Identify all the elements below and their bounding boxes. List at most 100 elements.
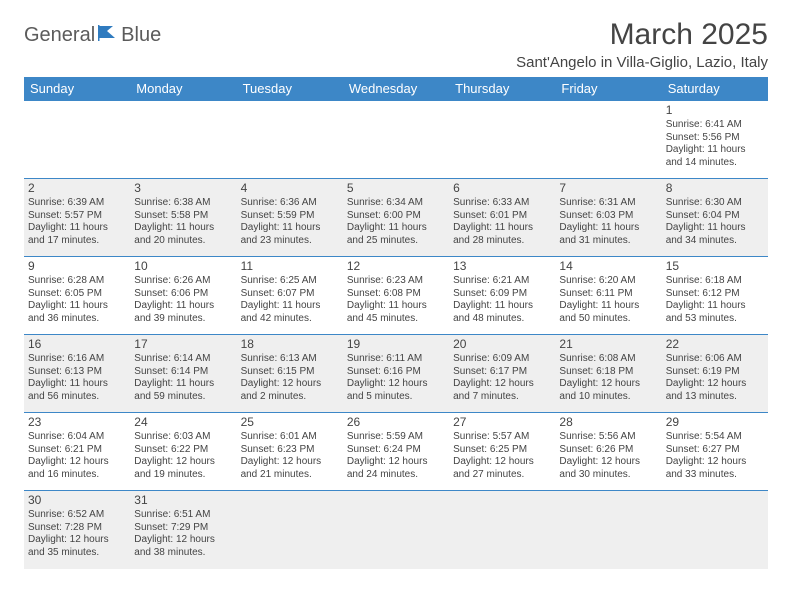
daylight-text: Daylight: 11 hours and 28 minutes.	[453, 222, 551, 247]
sunrise-text: Sunrise: 5:54 AM	[666, 431, 764, 444]
day-header: Sunday	[24, 77, 130, 101]
sunset-text: Sunset: 6:18 PM	[559, 366, 657, 379]
sunset-text: Sunset: 7:28 PM	[28, 522, 126, 535]
sunrise-text: Sunrise: 6:11 AM	[347, 353, 445, 366]
sunset-text: Sunset: 5:58 PM	[134, 210, 232, 223]
calendar-cell: 7Sunrise: 6:31 AMSunset: 6:03 PMDaylight…	[555, 179, 661, 257]
sunset-text: Sunset: 6:11 PM	[559, 288, 657, 301]
sunset-text: Sunset: 6:00 PM	[347, 210, 445, 223]
calendar-cell	[555, 101, 661, 179]
day-number: 25	[241, 415, 339, 430]
calendar-cell: 6Sunrise: 6:33 AMSunset: 6:01 PMDaylight…	[449, 179, 555, 257]
sunrise-text: Sunrise: 6:13 AM	[241, 353, 339, 366]
daylight-text: Daylight: 11 hours and 39 minutes.	[134, 300, 232, 325]
daylight-text: Daylight: 11 hours and 17 minutes.	[28, 222, 126, 247]
day-number: 15	[666, 259, 764, 274]
day-number: 24	[134, 415, 232, 430]
daylight-text: Daylight: 12 hours and 19 minutes.	[134, 456, 232, 481]
day-number: 3	[134, 181, 232, 196]
title-block: March 2025 Sant'Angelo in Villa-Giglio, …	[516, 18, 768, 71]
day-header: Thursday	[449, 77, 555, 101]
sunset-text: Sunset: 6:14 PM	[134, 366, 232, 379]
calendar-week-row: 16Sunrise: 6:16 AMSunset: 6:13 PMDayligh…	[24, 335, 768, 413]
sunrise-text: Sunrise: 6:14 AM	[134, 353, 232, 366]
daylight-text: Daylight: 11 hours and 50 minutes.	[559, 300, 657, 325]
sunrise-text: Sunrise: 6:26 AM	[134, 275, 232, 288]
day-number: 6	[453, 181, 551, 196]
day-number: 22	[666, 337, 764, 352]
sunset-text: Sunset: 5:59 PM	[241, 210, 339, 223]
sunset-text: Sunset: 6:21 PM	[28, 444, 126, 457]
daylight-text: Daylight: 12 hours and 35 minutes.	[28, 534, 126, 559]
sunset-text: Sunset: 6:09 PM	[453, 288, 551, 301]
day-number: 7	[559, 181, 657, 196]
day-number: 19	[347, 337, 445, 352]
sunset-text: Sunset: 6:23 PM	[241, 444, 339, 457]
calendar-cell: 4Sunrise: 6:36 AMSunset: 5:59 PMDaylight…	[237, 179, 343, 257]
calendar-cell: 1Sunrise: 6:41 AMSunset: 5:56 PMDaylight…	[662, 101, 768, 179]
calendar-cell	[343, 491, 449, 569]
calendar-cell: 17Sunrise: 6:14 AMSunset: 6:14 PMDayligh…	[130, 335, 236, 413]
calendar-cell: 28Sunrise: 5:56 AMSunset: 6:26 PMDayligh…	[555, 413, 661, 491]
calendar-cell: 26Sunrise: 5:59 AMSunset: 6:24 PMDayligh…	[343, 413, 449, 491]
sunset-text: Sunset: 6:08 PM	[347, 288, 445, 301]
sunrise-text: Sunrise: 5:59 AM	[347, 431, 445, 444]
sunset-text: Sunset: 6:15 PM	[241, 366, 339, 379]
location-text: Sant'Angelo in Villa-Giglio, Lazio, Ital…	[516, 54, 768, 71]
sunrise-text: Sunrise: 6:31 AM	[559, 197, 657, 210]
daylight-text: Daylight: 12 hours and 21 minutes.	[241, 456, 339, 481]
sunrise-text: Sunrise: 6:08 AM	[559, 353, 657, 366]
sunset-text: Sunset: 6:27 PM	[666, 444, 764, 457]
sunrise-text: Sunrise: 5:57 AM	[453, 431, 551, 444]
sunrise-text: Sunrise: 6:21 AM	[453, 275, 551, 288]
daylight-text: Daylight: 11 hours and 25 minutes.	[347, 222, 445, 247]
daylight-text: Daylight: 11 hours and 34 minutes.	[666, 222, 764, 247]
daylight-text: Daylight: 11 hours and 53 minutes.	[666, 300, 764, 325]
sunset-text: Sunset: 6:22 PM	[134, 444, 232, 457]
day-number: 20	[453, 337, 551, 352]
daylight-text: Daylight: 11 hours and 48 minutes.	[453, 300, 551, 325]
logo: General Blue	[24, 18, 161, 47]
flag-icon	[97, 24, 119, 47]
daylight-text: Daylight: 12 hours and 7 minutes.	[453, 378, 551, 403]
sunset-text: Sunset: 6:19 PM	[666, 366, 764, 379]
calendar-cell: 23Sunrise: 6:04 AMSunset: 6:21 PMDayligh…	[24, 413, 130, 491]
sunset-text: Sunset: 6:03 PM	[559, 210, 657, 223]
sunset-text: Sunset: 6:04 PM	[666, 210, 764, 223]
day-number: 29	[666, 415, 764, 430]
sunrise-text: Sunrise: 6:51 AM	[134, 509, 232, 522]
sunset-text: Sunset: 6:05 PM	[28, 288, 126, 301]
sunrise-text: Sunrise: 6:41 AM	[666, 119, 764, 132]
day-header: Wednesday	[343, 77, 449, 101]
sunrise-text: Sunrise: 6:33 AM	[453, 197, 551, 210]
calendar-week-row: 9Sunrise: 6:28 AMSunset: 6:05 PMDaylight…	[24, 257, 768, 335]
sunrise-text: Sunrise: 6:09 AM	[453, 353, 551, 366]
day-header: Saturday	[662, 77, 768, 101]
calendar-cell: 20Sunrise: 6:09 AMSunset: 6:17 PMDayligh…	[449, 335, 555, 413]
page-title: March 2025	[516, 18, 768, 52]
daylight-text: Daylight: 12 hours and 16 minutes.	[28, 456, 126, 481]
day-number: 18	[241, 337, 339, 352]
sunrise-text: Sunrise: 6:04 AM	[28, 431, 126, 444]
daylight-text: Daylight: 12 hours and 30 minutes.	[559, 456, 657, 481]
calendar-cell: 8Sunrise: 6:30 AMSunset: 6:04 PMDaylight…	[662, 179, 768, 257]
daylight-text: Daylight: 11 hours and 31 minutes.	[559, 222, 657, 247]
calendar-cell: 16Sunrise: 6:16 AMSunset: 6:13 PMDayligh…	[24, 335, 130, 413]
calendar-table: SundayMondayTuesdayWednesdayThursdayFrid…	[24, 77, 768, 569]
calendar-cell: 13Sunrise: 6:21 AMSunset: 6:09 PMDayligh…	[449, 257, 555, 335]
daylight-text: Daylight: 12 hours and 10 minutes.	[559, 378, 657, 403]
daylight-text: Daylight: 12 hours and 2 minutes.	[241, 378, 339, 403]
calendar-cell	[449, 101, 555, 179]
sunrise-text: Sunrise: 6:25 AM	[241, 275, 339, 288]
day-number: 31	[134, 493, 232, 508]
day-number: 23	[28, 415, 126, 430]
calendar-cell: 9Sunrise: 6:28 AMSunset: 6:05 PMDaylight…	[24, 257, 130, 335]
calendar-cell: 30Sunrise: 6:52 AMSunset: 7:28 PMDayligh…	[24, 491, 130, 569]
sunset-text: Sunset: 6:16 PM	[347, 366, 445, 379]
sunset-text: Sunset: 6:07 PM	[241, 288, 339, 301]
daylight-text: Daylight: 11 hours and 45 minutes.	[347, 300, 445, 325]
logo-word2: Blue	[121, 24, 161, 47]
calendar-cell	[130, 101, 236, 179]
day-number: 16	[28, 337, 126, 352]
sunset-text: Sunset: 6:13 PM	[28, 366, 126, 379]
